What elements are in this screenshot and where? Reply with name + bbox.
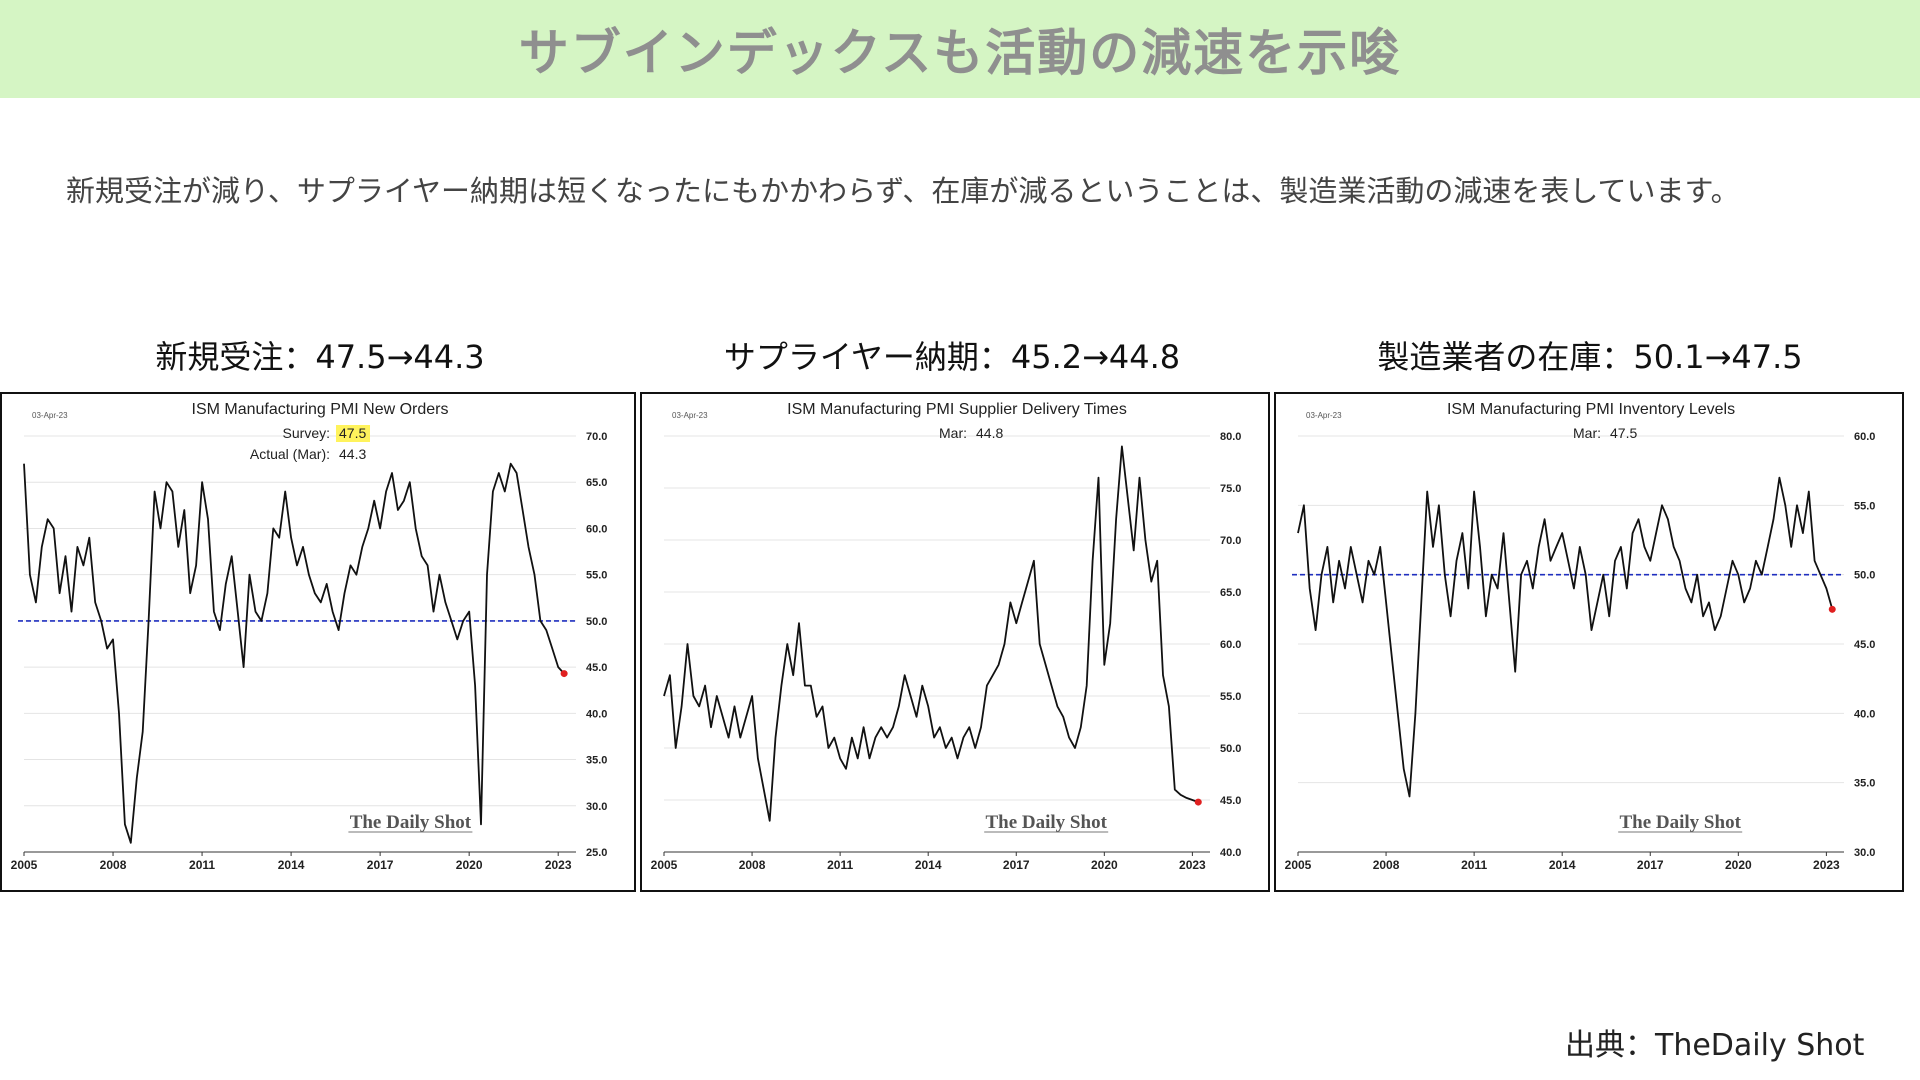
annotation-value: 47.5 [339, 425, 366, 441]
x-tick-label: 2023 [545, 858, 572, 872]
chart-title: ISM Manufacturing PMI New Orders [192, 401, 449, 418]
date-note: 03-Apr-23 [1306, 411, 1342, 420]
source-credit: 出典：TheDaily Shot [1565, 1028, 1865, 1063]
y-tick-label: 35.0 [586, 755, 607, 767]
series-line [663, 445, 1199, 822]
y-tick-label: 70.0 [1220, 535, 1241, 547]
x-tick-label: 2020 [1725, 858, 1752, 872]
y-tick-label: 55.0 [1854, 500, 1875, 512]
annotation-label: Mar: [1573, 425, 1601, 441]
y-tick-label: 50.0 [1854, 570, 1875, 582]
y-tick-label: 60.0 [1854, 431, 1875, 443]
y-tick-label: 65.0 [586, 477, 607, 489]
panel-label-new-orders: 新規受注：47.5→44.3 [155, 338, 485, 376]
chart-frame-inventory: 30.0 35.0 40.0 45.0 50.0 55.0 60.0 2005 2008 2011… [1274, 392, 1904, 892]
x-tick-label: 2017 [367, 858, 394, 872]
y-tick-label: 45.0 [1854, 639, 1875, 651]
annotation: Mar: 47.5 [1573, 425, 1637, 441]
annotation-value: 44.8 [976, 425, 1003, 441]
x-tick-label: 2023 [1813, 858, 1840, 872]
watermark: The Daily Shot [350, 812, 472, 833]
last-data-point [1828, 605, 1836, 613]
y-tick-label: 65.0 [1220, 587, 1241, 599]
series-line [1297, 476, 1834, 798]
last-data-point [1194, 798, 1202, 806]
y-tick-label: 30.0 [586, 801, 607, 813]
y-tick-label: 35.0 [1854, 778, 1875, 790]
annotation-value: 47.5 [1610, 425, 1637, 441]
y-tick-label: 55.0 [586, 570, 607, 582]
annotation-label: Mar: [939, 425, 967, 441]
y-tick-label: 50.0 [586, 616, 607, 628]
new-orders-chart: 25.0 30.0 35.0 40.0 45.0 50.0 55.0 60.0 65.0 70.0… [11, 401, 608, 872]
x-tick-label: 2020 [1091, 858, 1118, 872]
x-tick-label: 2014 [915, 858, 942, 872]
chart-frame-supplier-delivery: 40.0 45.0 50.0 55.0 60.0 65.0 70.0 75.0 80.0 2005… [640, 392, 1270, 892]
inventory-chart: 30.0 35.0 40.0 45.0 50.0 55.0 60.0 2005 2008 2011… [1285, 401, 1876, 872]
x-tick-label: 2005 [651, 858, 678, 872]
x-tick-label: 2008 [100, 858, 127, 872]
panel-label-inventory: 製造業者の在庫：50.1→47.5 [1377, 338, 1803, 376]
watermark: The Daily Shot [1619, 812, 1741, 833]
x-tick-label: 2017 [1637, 858, 1664, 872]
x-tick-label: 2005 [11, 858, 38, 872]
last-data-point [560, 670, 568, 678]
annotation-highlight [336, 425, 370, 442]
y-tick-label: 40.0 [586, 708, 607, 720]
x-tick-label: 2017 [1003, 858, 1030, 872]
x-tick-label: 2011 [827, 858, 853, 872]
chart-title: ISM Manufacturing PMI Inventory Levels [1447, 401, 1735, 418]
x-tick-label: 2023 [1179, 858, 1206, 872]
x-tick-label: 2005 [1285, 858, 1312, 872]
x-tick-label: 2011 [1461, 858, 1487, 872]
annotation-value: 44.3 [339, 446, 366, 462]
x-tick-label: 2008 [1373, 858, 1400, 872]
annotation: Mar: 44.8 [939, 425, 1003, 441]
y-tick-label: 60.0 [586, 523, 607, 535]
y-tick-label: 40.0 [1220, 847, 1241, 859]
chart-title: ISM Manufacturing PMI Supplier Delivery … [787, 401, 1127, 418]
y-tick-label: 30.0 [1854, 847, 1875, 859]
x-tick-label: 2008 [739, 858, 766, 872]
supplier-delivery-chart: 40.0 45.0 50.0 55.0 60.0 65.0 70.0 75.0 80.0 2005… [651, 401, 1242, 872]
chart-frame-new-orders: 25.0 30.0 35.0 40.0 45.0 50.0 55.0 60.0 65.0 70.0… [0, 392, 636, 892]
y-tick-label: 25.0 [586, 847, 607, 859]
annotation: Actual (Mar): 44.3 [250, 446, 367, 462]
series-line [23, 462, 565, 844]
summary-text: 新規受注が減り、サプライヤー納期は短くなったにもかかわらず、在庫が減るということ… [66, 174, 1740, 208]
panel-label-supplier-delivery: サプライヤー納期：45.2→44.8 [723, 338, 1181, 376]
y-tick-label: 75.0 [1220, 483, 1241, 495]
annotation: Survey: 47.5 [283, 425, 370, 442]
page-title: サブインデックスも活動の減速を示唆 [518, 24, 1402, 82]
title-banner: サブインデックスも活動の減速を示唆 [0, 0, 1920, 98]
date-note: 03-Apr-23 [672, 411, 708, 420]
y-tick-label: 45.0 [586, 662, 607, 674]
y-tick-label: 70.0 [586, 431, 607, 443]
y-tick-label: 40.0 [1854, 708, 1875, 720]
annotation-label: Survey: [283, 425, 330, 441]
y-tick-label: 55.0 [1220, 691, 1241, 703]
y-tick-label: 80.0 [1220, 431, 1241, 443]
y-tick-label: 50.0 [1220, 743, 1241, 755]
x-tick-label: 2014 [278, 858, 305, 872]
x-tick-label: 2014 [1549, 858, 1576, 872]
watermark: The Daily Shot [985, 812, 1107, 833]
x-tick-label: 2020 [456, 858, 483, 872]
y-tick-label: 45.0 [1220, 795, 1241, 807]
date-note: 03-Apr-23 [32, 411, 68, 420]
y-tick-label: 60.0 [1220, 639, 1241, 651]
x-tick-label: 2011 [189, 858, 215, 872]
annotation-label: Actual (Mar): [250, 446, 330, 462]
